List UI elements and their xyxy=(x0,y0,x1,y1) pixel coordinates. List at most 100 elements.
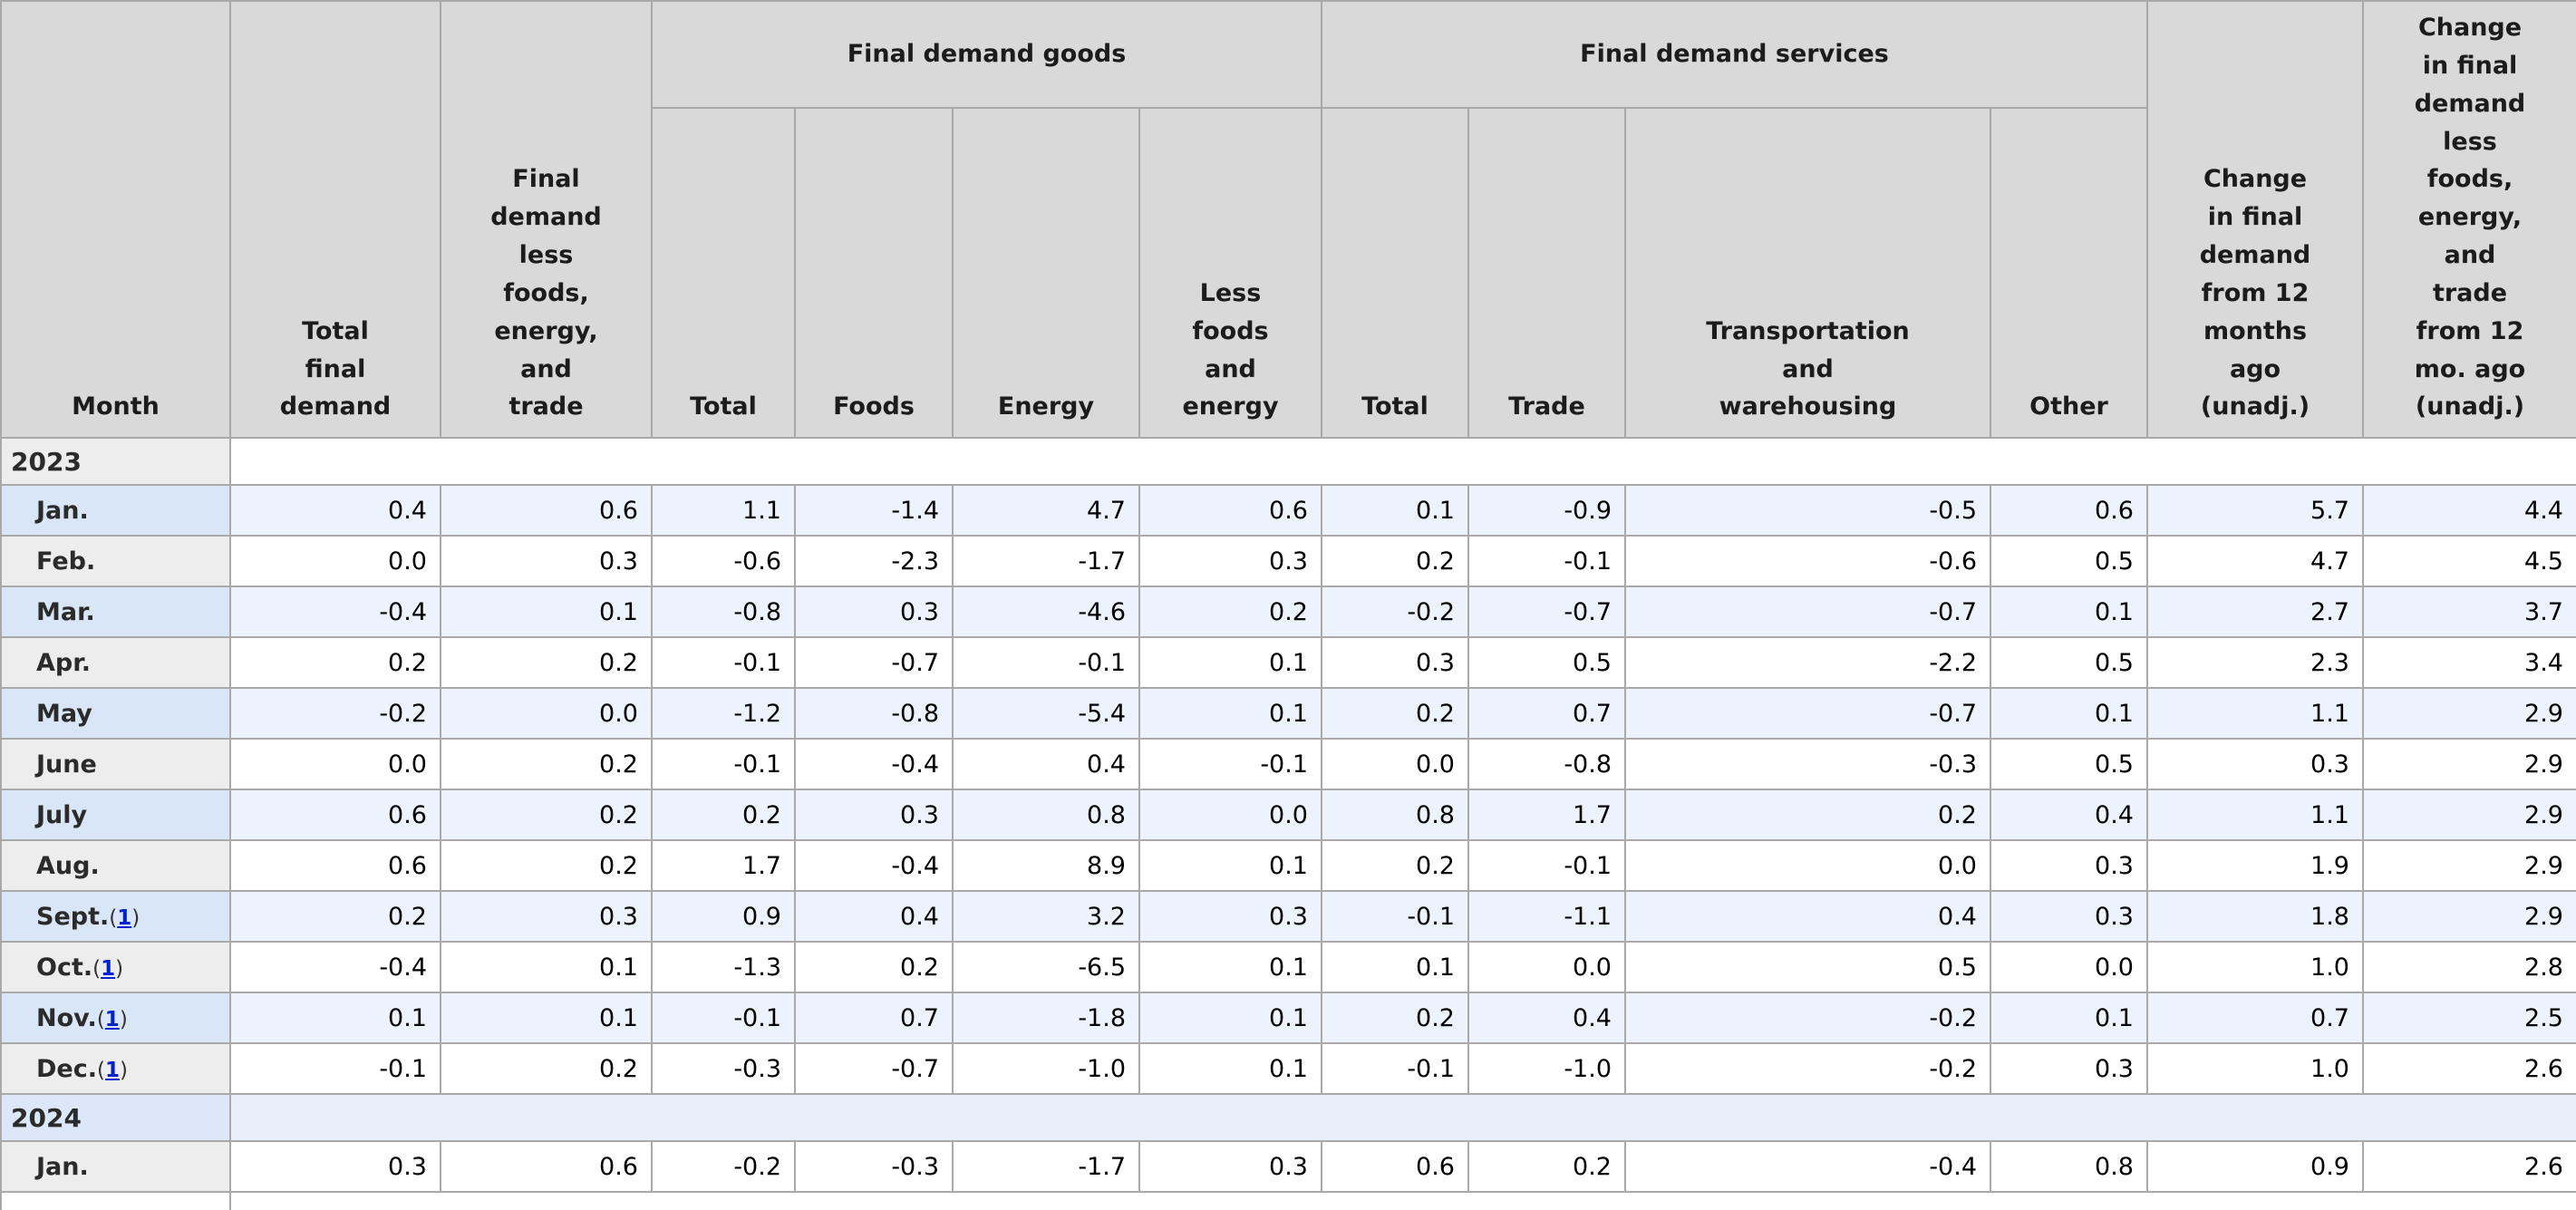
value-cell: 0.6 xyxy=(1321,1140,1469,1194)
value-cell: -0.1 xyxy=(1138,738,1322,791)
value-cell: 0.2 xyxy=(651,789,796,842)
value-cell: -1.7 xyxy=(952,535,1140,588)
partial-row-span xyxy=(229,1191,2576,1210)
value-cell: 0.1 xyxy=(1321,484,1469,537)
value-cell: 0.1 xyxy=(229,992,441,1045)
footnote-paren-open: ( xyxy=(97,1058,105,1082)
value-cell: 0.8 xyxy=(952,789,1140,842)
value-cell: -0.1 xyxy=(1467,839,1626,893)
value-cell: 0.6 xyxy=(229,839,441,893)
value-cell: 0.0 xyxy=(229,738,441,791)
month-row: Nov.(1) 0.1 0.1 -0.1 0.7 -1.8 0.1 0.2 0.4 -0.2 0.1… xyxy=(0,992,2576,1045)
footnote-link[interactable]: 1 xyxy=(101,956,116,981)
value-cell: -0.6 xyxy=(651,535,796,588)
value-cell: 0.7 xyxy=(2146,992,2364,1045)
value-cell: 0.1 xyxy=(1138,687,1322,741)
value-cell: 0.4 xyxy=(1467,992,1626,1045)
month-row: July 0.6 0.2 0.2 0.3 0.8 0.0 0.8 1.7 0.2 0.4 1.1 2.9 xyxy=(0,789,2576,842)
value-cell: 0.2 xyxy=(1321,535,1469,588)
row-label-text: Jan. xyxy=(36,1152,89,1181)
value-cell: -1.1 xyxy=(1467,890,1626,944)
column-header-services-trade: Trade xyxy=(1467,106,1626,440)
value-cell: -0.1 xyxy=(651,636,796,690)
table-body: 2023 Jan. 0.4 0.6 1.1 -1.4 4.7 0.6 0.1 -0.9 -0.5 0.… xyxy=(0,437,2576,1194)
value-cell: 0.2 xyxy=(1321,687,1469,741)
value-cell: 0.4 xyxy=(229,484,441,537)
footnote-link[interactable]: 1 xyxy=(104,1058,120,1082)
value-cell: 0.3 xyxy=(794,586,954,639)
footnote-paren-close: ) xyxy=(119,1007,128,1031)
value-cell: 0.4 xyxy=(794,890,954,944)
value-cell: 1.1 xyxy=(2146,687,2364,741)
value-cell: 0.6 xyxy=(1990,484,2148,537)
value-cell: -1.4 xyxy=(794,484,954,537)
value-cell: 0.3 xyxy=(1138,890,1322,944)
value-cell: 0.8 xyxy=(1321,789,1469,842)
value-cell: 0.3 xyxy=(440,890,653,944)
value-cell: -0.1 xyxy=(229,1042,441,1096)
footnote-link[interactable]: 1 xyxy=(117,905,132,930)
value-cell: 3.7 xyxy=(2362,586,2576,639)
value-cell: 0.3 xyxy=(794,789,954,842)
value-cell: 8.9 xyxy=(952,839,1140,893)
value-cell: -4.6 xyxy=(952,586,1140,639)
value-cell: 0.1 xyxy=(1138,941,1322,994)
value-cell: 0.2 xyxy=(1467,1140,1626,1194)
value-cell: -0.1 xyxy=(1467,535,1626,588)
year-row-span xyxy=(229,1093,2576,1143)
value-cell: -0.4 xyxy=(229,586,441,639)
value-cell: 0.5 xyxy=(1990,738,2148,791)
column-header-goods-energy: Energy xyxy=(952,106,1140,440)
value-cell: 2.9 xyxy=(2362,687,2576,741)
value-cell: 4.7 xyxy=(2146,535,2364,588)
value-cell: 0.5 xyxy=(1990,636,2148,690)
month-label: Oct.(1) xyxy=(0,941,231,994)
footnote-paren-open: ( xyxy=(109,905,118,930)
value-cell: 0.1 xyxy=(1990,586,2148,639)
footnote-link[interactable]: 1 xyxy=(104,1007,120,1031)
month-label: Jan. xyxy=(0,1140,231,1194)
table-body-overflow xyxy=(0,1191,2576,1210)
value-cell: -0.8 xyxy=(651,586,796,639)
value-cell: 0.0 xyxy=(1321,738,1469,791)
column-header-month: Month xyxy=(0,0,231,440)
value-cell: 0.2 xyxy=(440,636,653,690)
value-cell: 0.5 xyxy=(1624,941,1991,994)
footnote-paren-close: ) xyxy=(115,956,124,981)
value-cell: 0.6 xyxy=(440,1140,653,1194)
value-cell: -0.2 xyxy=(651,1140,796,1194)
value-cell: -1.0 xyxy=(1467,1042,1626,1096)
column-header-goods-total: Total xyxy=(651,106,796,440)
value-cell: -1.7 xyxy=(952,1140,1140,1194)
value-cell: 0.1 xyxy=(1138,839,1322,893)
footnote-paren-close: ) xyxy=(120,1058,128,1082)
month-label: Jan. xyxy=(0,484,231,537)
value-cell: 1.0 xyxy=(2146,1042,2364,1096)
value-cell: 0.2 xyxy=(794,941,954,994)
column-header-less-foods-energy-trade: Final demand less foods, energy, and tra… xyxy=(440,0,653,440)
row-label-text: Sept. xyxy=(36,902,110,931)
value-cell: 0.2 xyxy=(1138,586,1322,639)
value-cell: 0.8 xyxy=(1990,1140,2148,1194)
value-cell: 0.9 xyxy=(651,890,796,944)
month-label: Dec.(1) xyxy=(0,1042,231,1096)
value-cell: -0.8 xyxy=(1467,738,1626,791)
column-header-services-total: Total xyxy=(1321,106,1469,440)
value-cell: 1.7 xyxy=(651,839,796,893)
row-label-text: 2024 xyxy=(11,1102,82,1133)
value-cell: 2.9 xyxy=(2362,839,2576,893)
month-label: Feb. xyxy=(0,535,231,588)
value-cell: -1.3 xyxy=(651,941,796,994)
value-cell: -0.2 xyxy=(1321,586,1469,639)
value-cell: -2.2 xyxy=(1624,636,1991,690)
value-cell: -0.6 xyxy=(1624,535,1991,588)
group-header-final-demand-services: Final demand services xyxy=(1321,0,2148,109)
value-cell: 0.3 xyxy=(1990,839,2148,893)
year-row-2023: 2023 xyxy=(0,437,2576,487)
month-row: Aug. 0.6 0.2 1.7 -0.4 8.9 0.1 0.2 -0.1 0.0 0.3 1.9 2… xyxy=(0,839,2576,893)
value-cell: 0.3 xyxy=(1138,1140,1322,1194)
value-cell: -0.2 xyxy=(1624,1042,1991,1096)
partial-row-label xyxy=(0,1191,231,1210)
value-cell: -0.7 xyxy=(1467,586,1626,639)
month-label: Nov.(1) xyxy=(0,992,231,1045)
